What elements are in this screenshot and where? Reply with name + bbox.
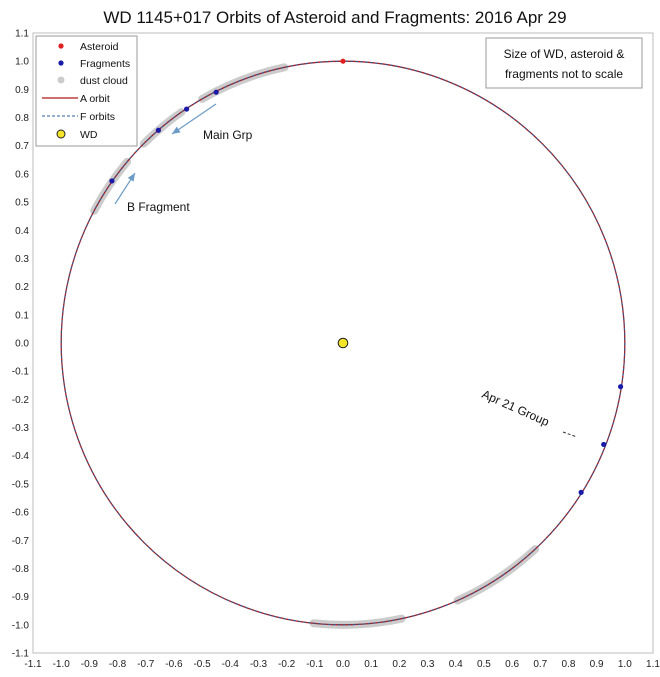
- y-tick-label: 0.9: [15, 85, 29, 96]
- y-tick-label: -0.3: [12, 423, 30, 434]
- asteroid-point: [340, 58, 346, 64]
- x-tick-label: -0.9: [81, 659, 99, 670]
- legend-dust-marker: [57, 76, 65, 84]
- fragment-point: [155, 127, 162, 133]
- x-tick-label: 0.5: [477, 659, 491, 670]
- y-tick-label: 0.7: [15, 141, 29, 152]
- note-box: Size of WD, asteroid & fragments not to …: [485, 37, 643, 89]
- y-tick-label: 0.1: [15, 310, 29, 321]
- x-tick-label: 0.3: [421, 659, 435, 670]
- x-tick-label: 0.0: [336, 659, 350, 670]
- y-tick-label: -0.8: [12, 564, 30, 575]
- y-tick-label: 0.6: [15, 169, 29, 180]
- y-tick-label: 1.0: [15, 57, 29, 68]
- x-tick-label: -0.1: [306, 659, 324, 670]
- legend-fragments-label: Fragments: [80, 58, 130, 70]
- x-tick-label: -0.3: [250, 659, 268, 670]
- y-tick-label: -0.9: [12, 592, 30, 603]
- y-tick-label: 0.8: [15, 113, 29, 124]
- dust-arc: [488, 545, 540, 586]
- x-tick-label: -0.6: [165, 659, 183, 670]
- x-tick-label: 1.1: [646, 659, 660, 670]
- apr21-label: Apr 21 Group: [480, 387, 552, 429]
- legend-f-orbits-label: F orbits: [80, 111, 115, 123]
- b-fragment-label: B Fragment: [127, 200, 190, 214]
- annotation-main-grp: Main Grp: [171, 103, 253, 142]
- apr21-arrow: [562, 431, 578, 438]
- arrow-head: [127, 173, 135, 182]
- wd-point: [337, 337, 349, 349]
- fragment-point: [617, 384, 624, 390]
- note-line-2: fragments not to scale: [505, 67, 623, 81]
- arrow-head: [172, 126, 181, 134]
- fragment-point: [109, 178, 115, 184]
- dust-arc: [90, 157, 132, 215]
- tick-labels: -1.1-1.1 -1.0 -1.0 -0.9 -0.9 -0.8 -0.8 -0.7 -0.7…: [12, 29, 660, 671]
- y-tick-label: -0.7: [12, 536, 30, 547]
- x-tick-label: -0.2: [278, 659, 296, 670]
- x-tick-label: -1.0: [53, 659, 71, 670]
- annotation-apr21: Apr 21 Group: [480, 387, 578, 438]
- legend-dust-label: dust cloud: [80, 75, 128, 87]
- legend: Asteroid Fragments dust cloud A orbit F …: [35, 35, 138, 147]
- y-tick-label: -1.0: [12, 620, 30, 631]
- plot-area: [32, 32, 654, 654]
- fragment-point: [213, 89, 219, 95]
- x-tick-label: 0.8: [562, 659, 576, 670]
- x-tick-label: 1.0: [618, 659, 632, 670]
- note-line-1: Size of WD, asteroid &: [504, 47, 625, 61]
- legend-wd-label: WD: [80, 129, 98, 141]
- y-tick-label: 0.5: [15, 198, 29, 209]
- y-tick-label: -1.1: [12, 649, 30, 660]
- y-tick-label: -0.1: [12, 367, 30, 378]
- fragment-point: [183, 106, 190, 112]
- legend-wd-marker: [56, 129, 66, 139]
- y-tick-label: 0.0: [15, 339, 29, 350]
- x-tick-label: 0.7: [533, 659, 547, 670]
- x-tick-label: -1.1: [24, 659, 42, 670]
- x-tick-label: -0.4: [222, 659, 240, 670]
- x-tick-label: 0.1: [364, 659, 378, 670]
- y-tick-label: 0.2: [15, 282, 29, 293]
- legend-a-orbit-label: A orbit: [80, 93, 110, 105]
- legend-asteroid-marker: [58, 43, 64, 49]
- x-tick-label: -0.7: [137, 659, 155, 670]
- x-tick-label: 0.6: [505, 659, 519, 670]
- x-tick-label: 0.9: [590, 659, 604, 670]
- y-tick-label: -0.5: [12, 479, 30, 490]
- y-tick-label: 0.4: [15, 226, 29, 237]
- legend-fragments-marker: [58, 60, 64, 66]
- note-frame: [485, 37, 643, 89]
- y-tick-label: 1.1: [15, 29, 29, 40]
- dust-cloud-group: [90, 63, 540, 629]
- chart-title: WD 1145+017 Orbits of Asteroid and Fragm…: [103, 8, 566, 27]
- x-tick-label: 0.4: [449, 659, 463, 670]
- annotation-b-fragment: B Fragment: [114, 172, 190, 214]
- x-tick-label: -0.8: [109, 659, 127, 670]
- fragment-point: [601, 441, 607, 448]
- y-tick-label: -0.2: [12, 395, 30, 406]
- main-grp-arrow: [171, 103, 217, 135]
- fragments-group: [109, 89, 624, 495]
- main-grp-label: Main Grp: [203, 128, 253, 142]
- y-tick-label: -0.4: [12, 451, 30, 462]
- legend-frame: [35, 35, 138, 147]
- y-tick-label: 0.3: [15, 254, 29, 265]
- fragment-point: [578, 489, 584, 495]
- dust-arc: [198, 63, 289, 103]
- legend-asteroid-label: Asteroid: [80, 41, 119, 53]
- x-tick-label: 0.2: [392, 659, 406, 670]
- x-tick-label: -0.5: [193, 659, 211, 670]
- y-tick-label: -0.6: [12, 508, 30, 519]
